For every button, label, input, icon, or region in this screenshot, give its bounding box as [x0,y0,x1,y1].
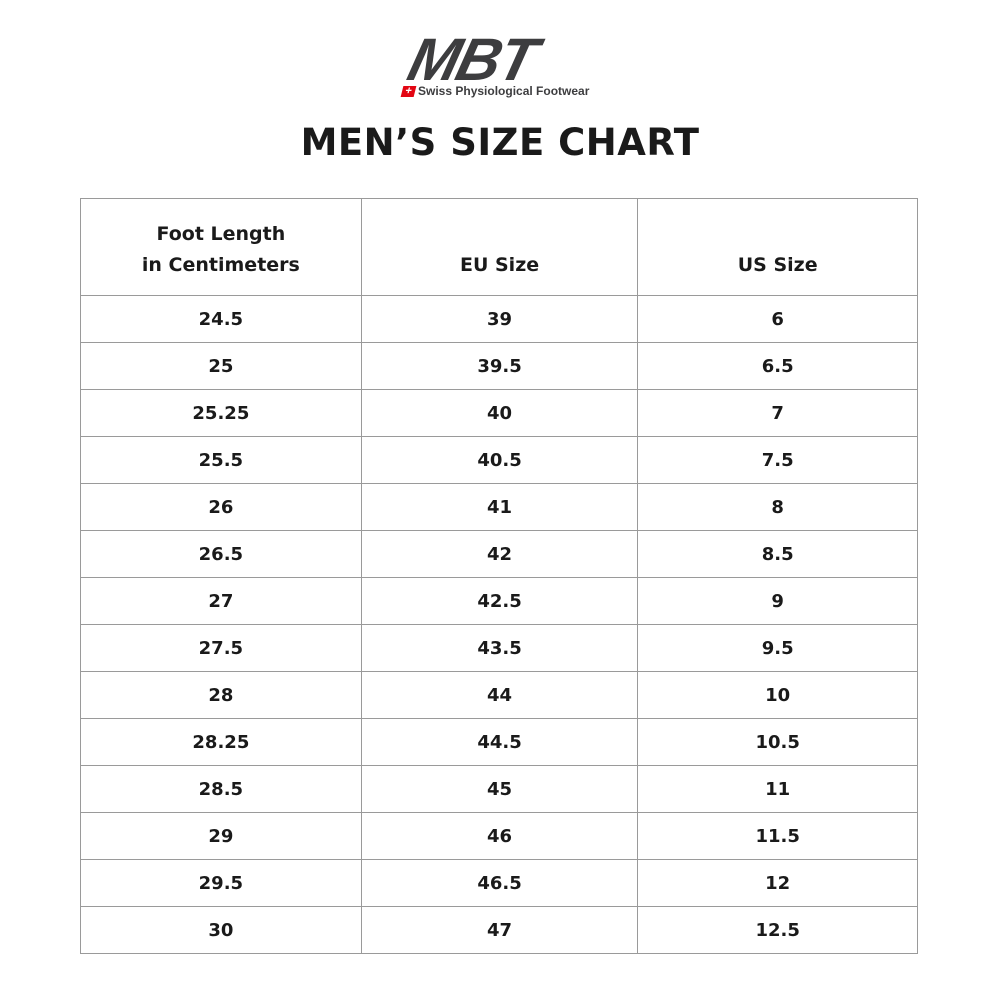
foot-length-cell: 29.5 [80,859,362,907]
header-line: in Centimeters [141,254,300,276]
tagline-text: Swiss Physiological Footwear [418,84,590,98]
table-row: 28.25 44.5 10.5 [80,718,918,766]
us-size-cell: 6.5 [637,342,918,390]
us-size-cell: 6 [637,295,918,343]
table-row: 25.5 40.5 7.5 [80,436,918,484]
foot-length-cell: 25 [80,342,362,390]
foot-length-cell: 24.5 [80,295,362,343]
us-size-cell: 8 [637,483,918,531]
eu-size-cell: 40 [360,389,639,437]
us-size-cell: 7.5 [637,436,918,484]
foot-length-cell: 26.5 [80,530,362,578]
foot-length-cell: 25.25 [80,389,362,437]
header-us-size: US Size [637,198,918,296]
table-row: 25 39.5 6.5 [80,342,918,390]
eu-size-cell: 39 [360,295,639,343]
table-row: 25.25 40 7 [80,389,918,437]
us-size-cell: 11 [637,765,918,813]
us-size-cell: 9 [637,577,918,625]
table-header-row: Foot Length in Centimeters EU Size US Siz… [80,198,918,296]
us-size-cell: 12 [637,859,918,907]
eu-size-cell: 45 [360,765,639,813]
eu-size-cell: 40.5 [360,436,639,484]
us-size-cell: 10.5 [637,718,918,766]
us-size-cell: 9.5 [637,624,918,672]
table-row: 30 47 12.5 [80,906,918,954]
eu-size-cell: 42.5 [360,577,639,625]
foot-length-cell: 28.5 [80,765,362,813]
header-line: Foot Length [156,223,286,245]
eu-size-cell: 42 [360,530,639,578]
table-row: 27.5 43.5 9.5 [80,624,918,672]
header-foot-length: Foot Length in Centimeters [80,198,362,296]
foot-length-cell: 29 [80,812,362,860]
us-size-cell: 7 [637,389,918,437]
foot-length-cell: 25.5 [80,436,362,484]
table-row: 28 44 10 [80,671,918,719]
mbt-logo: MBT + Swiss Physiological Footwear [400,26,605,100]
eu-size-cell: 43.5 [360,624,639,672]
table-row: 26 41 8 [80,483,918,531]
logo-tagline: + Swiss Physiological Footwear [400,84,590,98]
foot-length-cell: 26 [80,483,362,531]
foot-length-cell: 30 [80,906,362,954]
swiss-flag-icon: + [400,85,417,97]
table-row: 29.5 46.5 12 [80,859,918,907]
eu-size-cell: 47 [360,906,639,954]
us-size-cell: 12.5 [637,906,918,954]
logo-wordmark: MBT [401,26,543,93]
us-size-cell: 10 [637,671,918,719]
eu-size-cell: 44 [360,671,639,719]
table-row: 29 46 11.5 [80,812,918,860]
table-row: 26.5 42 8.5 [80,530,918,578]
table-row: 24.5 39 6 [80,295,918,343]
table-row: 28.5 45 11 [80,765,918,813]
eu-size-cell: 46 [360,812,639,860]
eu-size-cell: 44.5 [360,718,639,766]
page-title: MEN’S SIZE CHART [300,121,700,164]
table-row: 27 42.5 9 [80,577,918,625]
foot-length-cell: 27.5 [80,624,362,672]
eu-size-cell: 41 [360,483,639,531]
header-eu-size: EU Size [360,198,639,296]
foot-length-cell: 28 [80,671,362,719]
eu-size-cell: 39.5 [360,342,639,390]
us-size-cell: 11.5 [637,812,918,860]
size-chart-table: Foot Length in Centimeters EU Size US Siz… [80,198,918,954]
foot-length-cell: 27 [80,577,362,625]
foot-length-cell: 28.25 [80,718,362,766]
us-size-cell: 8.5 [637,530,918,578]
eu-size-cell: 46.5 [360,859,639,907]
